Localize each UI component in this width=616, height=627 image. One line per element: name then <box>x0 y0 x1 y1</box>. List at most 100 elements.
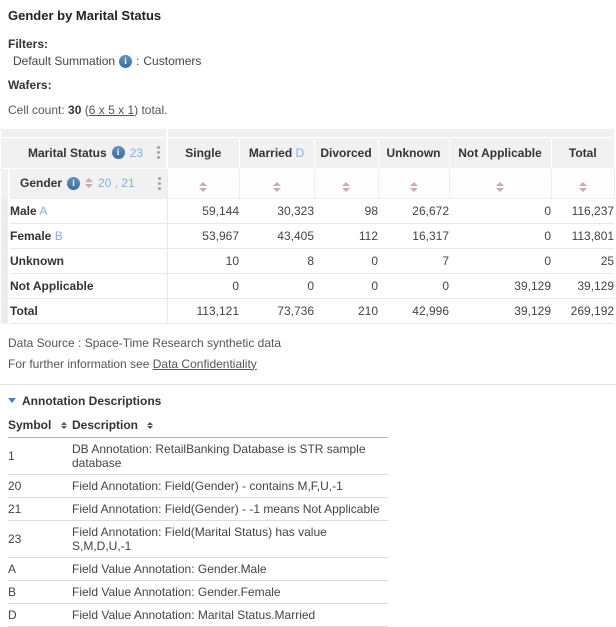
data-source-line: Data Source : Space-Time Research synthe… <box>8 335 282 350</box>
data-cell: 59,144 <box>167 198 239 224</box>
column-label: Divorced <box>320 145 372 160</box>
annotation-row: A Field Value Annotation: Gender.Male <box>8 557 388 581</box>
column-header-single[interactable]: Single <box>166 136 239 168</box>
annotation-row: 1 DB Annotation: RetailBanking Database i… <box>8 437 388 475</box>
column-field-header[interactable]: Marital Status i 23 <box>1 136 168 168</box>
info-icon[interactable]: i <box>119 54 133 68</box>
row-label-text: Unknown <box>10 253 64 268</box>
sort-control-unknown[interactable] <box>377 167 450 199</box>
sort-control-married[interactable] <box>238 167 315 199</box>
sort-control-divorced[interactable] <box>313 167 379 199</box>
column-header-divorced[interactable]: Divorced <box>313 136 378 168</box>
data-cell: 0 <box>314 248 378 274</box>
data-cell: 7 <box>378 248 449 274</box>
data-cell: 112 <box>314 223 378 249</box>
crosstab-table: Marital Status i 23 Single Married D Divor… <box>1 129 615 324</box>
row-header-total: Total <box>9 298 168 324</box>
row-label-text: Female <box>10 228 52 243</box>
column-label: Not Applicable <box>458 145 542 160</box>
hierarchy-indent <box>1 223 10 249</box>
hierarchy-indent <box>1 248 10 274</box>
annotations-table: Symbol Description 1 DB Annotation: Retai… <box>8 415 388 627</box>
data-cell: 39,129 <box>449 298 551 324</box>
table-row-male: Male A 59,144 30,323 98 26,672 0 116,237 <box>1 198 615 224</box>
row-header-unknown: Unknown <box>9 248 168 274</box>
collapse-triangle-icon <box>8 398 16 403</box>
menu-dots-icon[interactable] <box>157 176 162 191</box>
annotation-descriptions-title: Annotation Descriptions <box>22 393 162 408</box>
description-column-header[interactable]: Description <box>72 415 388 438</box>
annotation-description: Field Annotation: Field(Gender) - contai… <box>72 474 388 498</box>
annotation-descriptions-toggle[interactable]: Annotation Descriptions <box>8 394 616 408</box>
sort-arrows-icon <box>272 181 281 192</box>
cell-count-suffix: total. <box>141 103 168 117</box>
section-divider <box>0 383 616 385</box>
description-header-label: Description <box>72 417 139 432</box>
row-field-header-row: Gender i 20 , 21 <box>1 167 615 199</box>
hierarchy-indent <box>1 298 10 324</box>
annotation-symbol: 1 <box>8 437 72 475</box>
cell-count-line: Cell count: 30 (6 x 5 x 1) total. <box>8 103 616 117</box>
annotation-description: DB Annotation: RetailBanking Database is… <box>72 437 388 475</box>
annotation-row: B Field Value Annotation: Gender.Female <box>8 580 388 604</box>
sort-control-not-applicable[interactable] <box>448 167 552 199</box>
row-label-text: Not Applicable <box>10 278 94 293</box>
annotation-description: Field Annotation: Field(Marital Status) … <box>72 520 388 558</box>
data-cell: 98 <box>314 198 378 224</box>
data-cell: 43,405 <box>239 223 314 249</box>
annotation-symbol: 20 <box>8 474 72 498</box>
symbol-header-label: Symbol <box>8 417 52 432</box>
column-header-unknown[interactable]: Unknown <box>377 136 449 168</box>
info-icon[interactable]: i <box>67 176 81 190</box>
filter-default-summation: Default Summation i : Customers <box>13 54 616 68</box>
data-cell: 73,736 <box>239 298 314 324</box>
data-cell: 0 <box>314 273 378 299</box>
data-cell: 269,192 <box>551 298 615 324</box>
data-confidentiality-link[interactable]: Data Confidentiality <box>152 356 257 371</box>
sort-arrows-icon <box>496 181 504 192</box>
annotation-symbol: B <box>8 580 72 604</box>
annotation-ref: B <box>51 228 63 243</box>
column-label: Unknown <box>386 145 441 160</box>
row-field-header[interactable]: Gender i 20 , 21 <box>9 167 167 199</box>
row-header-not-applicable: Not Applicable <box>9 273 168 299</box>
dimensions-link[interactable]: 6 x 5 x 1 <box>88 103 135 117</box>
column-label: Married <box>248 145 293 160</box>
column-header-married[interactable]: Married D <box>238 136 314 168</box>
column-header-row: Marital Status i 23 Single Married D Divor… <box>1 136 615 168</box>
column-label: Single <box>185 145 222 160</box>
row-header-female: Female B <box>9 223 168 249</box>
menu-dots-icon[interactable] <box>156 145 161 160</box>
annotation-row: 20 Field Annotation: Field(Gender) - cont… <box>8 474 388 498</box>
page-title: Gender by Marital Status <box>8 8 162 23</box>
sort-arrows-icon <box>147 421 154 429</box>
sort-arrows-icon <box>60 421 67 429</box>
sort-arrows-icon <box>409 181 418 192</box>
further-info-text: For further information see <box>8 356 150 371</box>
symbol-column-header[interactable]: Symbol <box>8 415 72 438</box>
table-row-female: Female B 53,967 43,405 112 16,317 0 113,801 <box>1 223 615 249</box>
annotation-ref: 20 , 21 <box>98 176 135 190</box>
sort-control-total[interactable] <box>550 167 615 199</box>
column-field-label: Marital Status <box>27 145 107 160</box>
row-label-text: Total <box>10 303 38 318</box>
hierarchy-indent <box>1 273 10 299</box>
annotation-symbol: 21 <box>8 497 72 521</box>
info-icon[interactable]: i <box>111 146 125 159</box>
column-header-total[interactable]: Total <box>550 136 615 168</box>
annotation-symbol: 23 <box>8 520 72 558</box>
column-header-not-applicable[interactable]: Not Applicable <box>448 136 551 168</box>
data-cell: 116,237 <box>551 198 615 224</box>
data-cell: 0 <box>167 273 239 299</box>
sort-control-single[interactable] <box>166 167 240 199</box>
sort-arrows-icon[interactable] <box>85 178 94 188</box>
data-cell: 0 <box>378 273 449 299</box>
data-cell: 26,672 <box>378 198 449 224</box>
data-cell: 0 <box>449 223 551 249</box>
filter-separator: : <box>136 54 140 68</box>
column-label: Total <box>568 145 597 160</box>
close-paren: ) <box>134 103 139 117</box>
row-header-male: Male A <box>9 198 168 224</box>
filter-value: Customers <box>143 54 202 68</box>
data-cell: 113,121 <box>167 298 239 324</box>
